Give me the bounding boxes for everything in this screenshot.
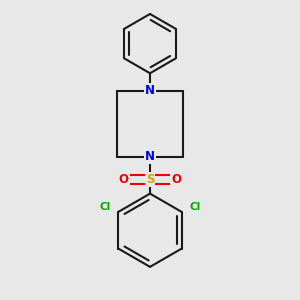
Text: O: O	[171, 173, 181, 186]
Text: S: S	[146, 173, 154, 186]
Text: O: O	[119, 173, 129, 186]
Text: N: N	[145, 151, 155, 164]
Text: N: N	[145, 84, 155, 97]
Text: Cl: Cl	[189, 202, 201, 212]
Text: Cl: Cl	[99, 202, 111, 212]
